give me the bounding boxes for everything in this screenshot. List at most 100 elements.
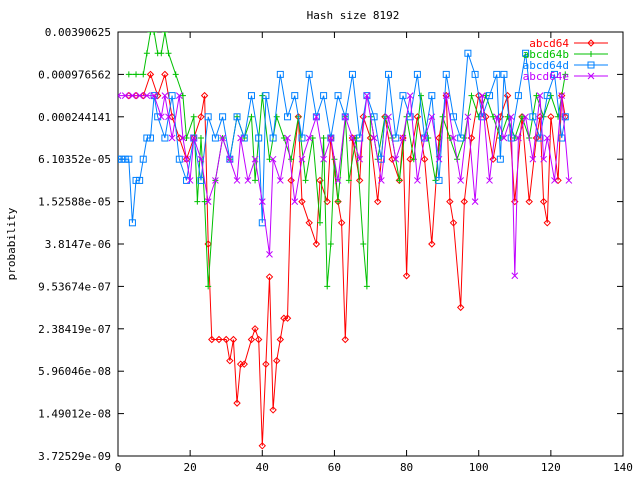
data-point [413, 113, 422, 121]
data-point [157, 113, 165, 121]
data-point [118, 155, 122, 163]
data-point [334, 92, 342, 100]
data-point [313, 113, 320, 121]
data-point [489, 155, 497, 163]
series-abcd64e [118, 92, 573, 280]
data-point [334, 177, 342, 184]
data-point [460, 197, 468, 206]
data-point [161, 32, 168, 35]
data-point [194, 198, 201, 205]
data-point [233, 113, 241, 121]
data-point [129, 92, 136, 99]
data-point [399, 134, 407, 142]
data-point [175, 92, 183, 99]
data-point [558, 134, 566, 142]
y-tick-label: 6.10352e-05 [38, 153, 111, 166]
data-point [280, 135, 287, 142]
data-point [565, 177, 573, 184]
data-point [406, 113, 414, 121]
data-point [547, 113, 555, 121]
data-point [273, 356, 281, 365]
data-point [248, 113, 255, 120]
data-point [406, 92, 414, 99]
data-point [305, 134, 313, 142]
data-point [406, 155, 414, 163]
data-point [240, 360, 248, 368]
data-point [305, 219, 313, 227]
data-point [449, 219, 458, 227]
data-point [258, 198, 266, 205]
data-point [425, 135, 432, 142]
data-point [385, 70, 393, 78]
data-point [259, 92, 266, 99]
data-point [540, 155, 547, 163]
data-point [247, 92, 255, 100]
y-tick-label: 9.53674e-07 [38, 280, 111, 293]
series-abcd64d [118, 49, 569, 227]
data-point [168, 134, 176, 142]
data-point [515, 134, 522, 142]
data-point [205, 283, 212, 290]
data-point [139, 155, 147, 163]
data-point [320, 135, 327, 142]
data-point [258, 442, 266, 450]
data-point [536, 134, 544, 142]
data-point [262, 92, 270, 100]
data-point [233, 399, 241, 407]
data-point [399, 92, 407, 100]
x-tick-label: 100 [469, 461, 489, 474]
data-point [276, 70, 284, 78]
data-point [522, 49, 530, 57]
data-point [273, 113, 280, 120]
data-point [179, 134, 187, 142]
data-point [125, 71, 132, 78]
data-point [543, 134, 551, 142]
data-point [588, 51, 594, 57]
data-point [133, 71, 140, 78]
data-point [370, 113, 378, 121]
data-point [497, 135, 504, 142]
data-point [266, 250, 273, 258]
data-point [269, 134, 277, 142]
data-point [161, 92, 169, 99]
data-point [457, 134, 465, 142]
data-point [503, 91, 512, 100]
x-tick-label: 40 [256, 461, 269, 474]
data-point [446, 197, 454, 206]
legend-label: abcd64 [529, 37, 569, 50]
data-point [320, 92, 328, 100]
data-point [165, 50, 172, 57]
data-point [587, 39, 595, 47]
data-point [363, 92, 371, 99]
x-tick-label: 20 [184, 461, 197, 474]
data-point [478, 113, 486, 121]
data-point [247, 335, 256, 344]
series-line [118, 95, 570, 276]
data-point [118, 155, 126, 163]
data-point [172, 71, 179, 78]
data-point [251, 155, 259, 163]
data-point [151, 32, 158, 35]
data-point [146, 70, 155, 79]
data-point [136, 176, 144, 184]
data-point [252, 177, 259, 184]
data-point [211, 134, 219, 142]
data-point [461, 135, 468, 142]
data-point [348, 134, 357, 142]
data-point [186, 177, 194, 184]
data-point [309, 135, 316, 142]
data-point [428, 240, 436, 248]
data-point [222, 335, 230, 344]
data-point [550, 70, 558, 78]
data-point [385, 113, 392, 121]
data-point [456, 303, 465, 312]
data-point [208, 335, 216, 344]
data-point [392, 134, 400, 142]
data-point [493, 70, 501, 78]
data-point [558, 92, 566, 99]
data-point [377, 155, 385, 163]
legend-label: abcd64d [523, 59, 569, 72]
data-point [183, 155, 190, 163]
data-point [335, 198, 342, 205]
